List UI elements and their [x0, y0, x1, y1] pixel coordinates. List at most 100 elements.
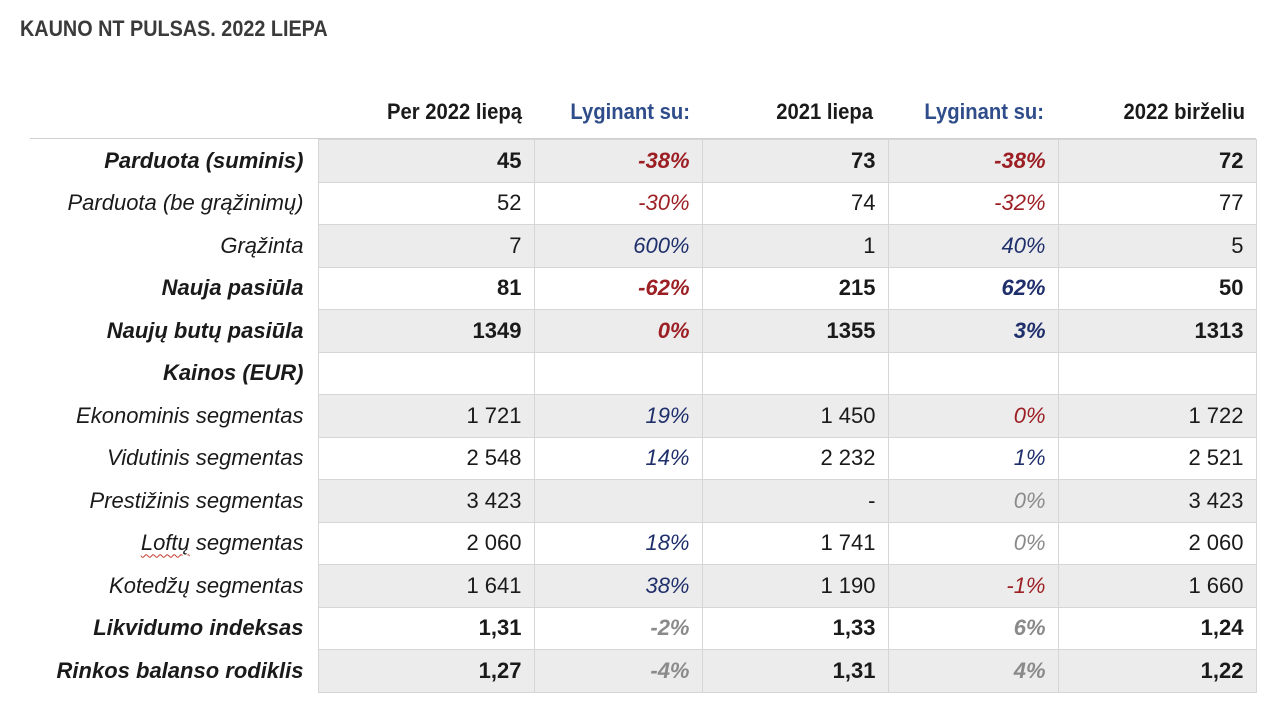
- change-vs-birzelis: 3%: [887, 309, 1059, 353]
- change-vs-birzelis: 62%: [887, 266, 1059, 310]
- value-2021-liepa: 2 232: [701, 436, 889, 480]
- value-2021-liepa: 215: [701, 266, 889, 310]
- value-2022-birzelis: 1 660: [1057, 564, 1257, 608]
- row-label: Loftų segmentas: [30, 522, 319, 565]
- value-2022-birzelis: 1 722: [1057, 394, 1257, 438]
- value-2021-liepa: -: [701, 479, 889, 523]
- change-vs-2021: [533, 351, 703, 395]
- value-2022-liepa: 52: [317, 181, 535, 225]
- change-vs-birzelis: -38%: [887, 139, 1059, 183]
- table-row: Grąžinta 7 600% 1 40% 5: [30, 224, 1257, 268]
- value-2022-liepa: 1,31: [317, 606, 535, 650]
- value-2022-birzelis: 1,24: [1057, 606, 1257, 650]
- table-row: Kotedžų segmentas 1 641 38% 1 190 -1% 1 660: [30, 564, 1257, 608]
- table-header: Per 2022 liepą Lyginant su: 2021 liepa L…: [0, 96, 1279, 128]
- table-row: Prestižinis segmentas 3 423-0% 3 423: [30, 479, 1257, 523]
- change-vs-birzelis: 0%: [887, 394, 1059, 438]
- value-2021-liepa: 1,31: [701, 649, 889, 693]
- change-vs-birzelis: 4%: [887, 649, 1059, 693]
- data-table: Parduota (suminis) 45 -38% 73 -38% 72 Parduota…: [30, 139, 1257, 693]
- value-2022-liepa: 81: [317, 266, 535, 310]
- row-label: Ekonominis segmentas: [30, 394, 319, 437]
- row-label: Kotedžų segmentas: [30, 564, 319, 607]
- table-row: Rinkos balanso rodiklis 1,27 -4% 1,31 4% 1,22: [30, 649, 1257, 693]
- row-label: Naujų butų pasiūla: [30, 309, 319, 352]
- row-label: Parduota (be grąžinimų): [30, 182, 319, 225]
- change-vs-birzelis: 40%: [887, 224, 1059, 268]
- change-vs-2021: -30%: [533, 181, 703, 225]
- header-2022-birzeliu: 2022 birželiu: [1123, 99, 1245, 124]
- row-label: Kainos (EUR): [30, 352, 319, 395]
- change-vs-2021: -4%: [533, 649, 703, 693]
- header-lyginant-su-2: Lyginant su:: [924, 99, 1044, 124]
- value-2022-liepa: [317, 351, 535, 395]
- table-row: Vidutinis segmentas 2 548 14% 2 232 1% 2 521: [30, 436, 1257, 480]
- header-lyginant-su-1: Lyginant su:: [570, 99, 690, 124]
- row-label: Parduota (suminis): [30, 139, 319, 182]
- value-2022-liepa: 2 548: [317, 436, 535, 480]
- header-divider: [30, 138, 1256, 139]
- value-2022-liepa: 45: [317, 139, 535, 183]
- change-vs-2021: -2%: [533, 606, 703, 650]
- change-vs-2021: 38%: [533, 564, 703, 608]
- change-vs-birzelis: -1%: [887, 564, 1059, 608]
- value-2021-liepa: 1355: [701, 309, 889, 353]
- table-row: Parduota (suminis) 45 -38% 73 -38% 72: [30, 139, 1257, 183]
- row-label: Prestižinis segmentas: [30, 479, 319, 522]
- change-vs-2021: 0%: [533, 309, 703, 353]
- value-2022-birzelis: 1,22: [1057, 649, 1257, 693]
- value-2022-liepa: 1 641: [317, 564, 535, 608]
- change-vs-2021: 14%: [533, 436, 703, 480]
- value-2022-liepa: 2 060: [317, 521, 535, 565]
- change-vs-birzelis: 0%: [887, 521, 1059, 565]
- value-2021-liepa: [701, 351, 889, 395]
- spellcheck-word: Loftų: [140, 530, 190, 556]
- table-row: Kainos (EUR): [30, 351, 1257, 395]
- change-vs-2021: [533, 479, 703, 523]
- change-vs-2021: 18%: [533, 521, 703, 565]
- change-vs-birzelis: 6%: [887, 606, 1059, 650]
- change-vs-2021: -38%: [533, 139, 703, 183]
- table-row: Ekonominis segmentas 1 721 19% 1 450 0% 1 722: [30, 394, 1257, 438]
- value-2022-birzelis: 2 521: [1057, 436, 1257, 480]
- change-vs-birzelis: [887, 351, 1059, 395]
- value-2022-birzelis: [1057, 351, 1257, 395]
- value-2022-birzelis: 77: [1057, 181, 1257, 225]
- change-vs-2021: 600%: [533, 224, 703, 268]
- row-label: Rinkos balanso rodiklis: [30, 649, 319, 692]
- table-row: Nauja pasiūla 81 -62% 215 62% 50: [30, 266, 1257, 310]
- value-2022-birzelis: 72: [1057, 139, 1257, 183]
- change-vs-birzelis: 0%: [887, 479, 1059, 523]
- row-label: Vidutinis segmentas: [30, 437, 319, 480]
- page-title: KAUNO NT PULSAS. 2022 LIEPA: [20, 16, 328, 41]
- table-row: Loftų segmentas 2 060 18% 1 741 0% 2 060: [30, 521, 1257, 565]
- value-2021-liepa: 1: [701, 224, 889, 268]
- table-row: Likvidumo indeksas 1,31 -2% 1,33 6% 1,24: [30, 606, 1257, 650]
- value-2021-liepa: 74: [701, 181, 889, 225]
- value-2021-liepa: 1 190: [701, 564, 889, 608]
- value-2022-birzelis: 50: [1057, 266, 1257, 310]
- value-2022-birzelis: 5: [1057, 224, 1257, 268]
- change-vs-2021: 19%: [533, 394, 703, 438]
- value-2021-liepa: 1,33: [701, 606, 889, 650]
- row-label: Nauja pasiūla: [30, 267, 319, 310]
- value-2022-liepa: 1 721: [317, 394, 535, 438]
- table-row: Parduota (be grąžinimų) 52 -30% 74 -32% 77: [30, 181, 1257, 225]
- change-vs-birzelis: -32%: [887, 181, 1059, 225]
- value-2022-liepa: 1349: [317, 309, 535, 353]
- value-2022-liepa: 7: [317, 224, 535, 268]
- row-label: Likvidumo indeksas: [30, 607, 319, 650]
- change-vs-birzelis: 1%: [887, 436, 1059, 480]
- header-per-2022-liepa: Per 2022 liepą: [386, 99, 522, 124]
- value-2021-liepa: 73: [701, 139, 889, 183]
- change-vs-2021: -62%: [533, 266, 703, 310]
- value-2022-liepa: 1,27: [317, 649, 535, 693]
- value-2022-birzelis: 3 423: [1057, 479, 1257, 523]
- table-row: Naujų butų pasiūla 1349 0% 1355 3% 1313: [30, 309, 1257, 353]
- header-2021-liepa: 2021 liepa: [776, 99, 873, 124]
- value-2021-liepa: 1 450: [701, 394, 889, 438]
- value-2021-liepa: 1 741: [701, 521, 889, 565]
- row-label: Grąžinta: [30, 224, 319, 267]
- value-2022-birzelis: 2 060: [1057, 521, 1257, 565]
- value-2022-birzelis: 1313: [1057, 309, 1257, 353]
